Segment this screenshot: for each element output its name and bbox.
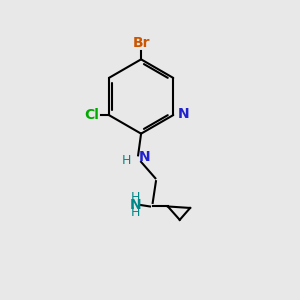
Text: H: H bbox=[131, 206, 140, 219]
Text: H: H bbox=[122, 154, 131, 167]
Text: Br: Br bbox=[132, 35, 150, 50]
Text: N: N bbox=[178, 106, 189, 121]
Text: H: H bbox=[131, 191, 140, 204]
Text: N: N bbox=[139, 150, 151, 164]
Text: Cl: Cl bbox=[84, 108, 99, 122]
Text: N: N bbox=[130, 198, 142, 212]
